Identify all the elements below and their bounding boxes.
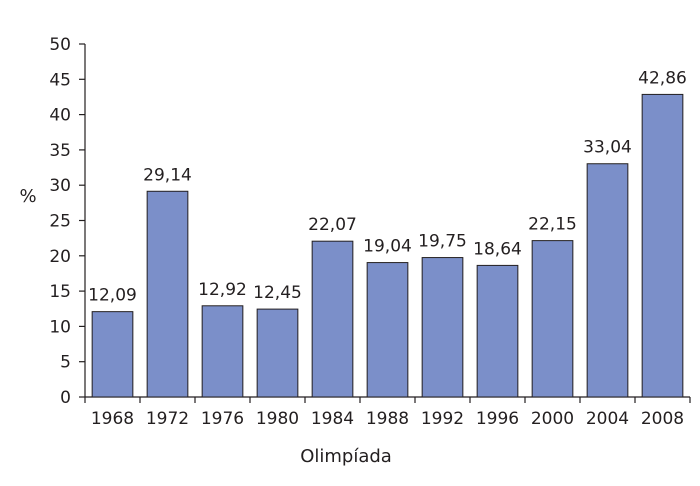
y-tick-label: 35	[49, 141, 71, 161]
bars	[91, 93, 684, 398]
x-tick-label-2008: 2008	[641, 409, 684, 429]
x-tick-label-1980: 1980	[256, 409, 299, 429]
x-tick-label-1996: 1996	[476, 409, 519, 429]
x-tick-label-1988: 1988	[366, 409, 409, 429]
bar-2004	[586, 163, 629, 398]
x-axis: 1968 1972 1976 1980 1984 1988 1992 1996 2000 2004…	[84, 396, 691, 429]
value-label-2000: 22,15	[528, 215, 577, 235]
x-tick-label-1972: 1972	[146, 409, 189, 429]
y-tick-label: 5	[60, 353, 71, 373]
y-tick-label: 20	[49, 247, 71, 267]
y-tick-label: 40	[49, 106, 71, 126]
value-label-2004: 33,04	[583, 138, 632, 158]
value-label-1980: 12,45	[253, 283, 302, 303]
value-labels: 12,09 29,14 12,92 12,45 22,07 19,04 19,75 18,64…	[88, 68, 687, 305]
x-axis-title: Olimpíada	[300, 446, 392, 467]
value-label-1984: 22,07	[308, 215, 357, 235]
x-tick-label-2000: 2000	[531, 409, 574, 429]
bar-1976	[201, 305, 244, 398]
y-tick-label: 10	[49, 317, 71, 337]
x-tick-label-1984: 1984	[311, 409, 354, 429]
y-tick-label: 45	[49, 70, 71, 90]
value-label-1976: 12,92	[198, 280, 247, 300]
x-tick-label-2004: 2004	[586, 409, 629, 429]
y-tick-label: 25	[49, 212, 71, 232]
value-label-1972: 29,14	[143, 165, 192, 185]
value-label-1968: 12,09	[88, 286, 137, 306]
bar-2008	[641, 93, 684, 398]
y-tick-label: 30	[49, 176, 71, 196]
y-tick-label: 0	[60, 388, 71, 408]
bar-1980	[256, 308, 299, 398]
x-tick-label-1992: 1992	[421, 409, 464, 429]
value-label-1992: 19,75	[418, 232, 467, 252]
bar-1968	[91, 311, 134, 398]
bar-2000	[531, 240, 574, 398]
value-label-1996: 18,64	[473, 239, 522, 259]
y-tick-label: 50	[49, 35, 71, 55]
x-tick-label-1968: 1968	[91, 409, 134, 429]
bar-1992	[421, 257, 464, 398]
value-label-2008: 42,86	[638, 68, 687, 88]
x-tick-label-1976: 1976	[201, 409, 244, 429]
bar-1988	[366, 262, 409, 398]
bar-1996	[476, 264, 519, 398]
y-tick-label: 15	[49, 282, 71, 302]
bar-1984	[311, 240, 354, 398]
value-label-1988: 19,04	[363, 237, 412, 257]
bar-1972	[146, 190, 189, 398]
y-axis: 0 5 10 15 20 25 30 35 40 45 50	[49, 35, 86, 408]
y-axis-title: %	[19, 186, 36, 207]
